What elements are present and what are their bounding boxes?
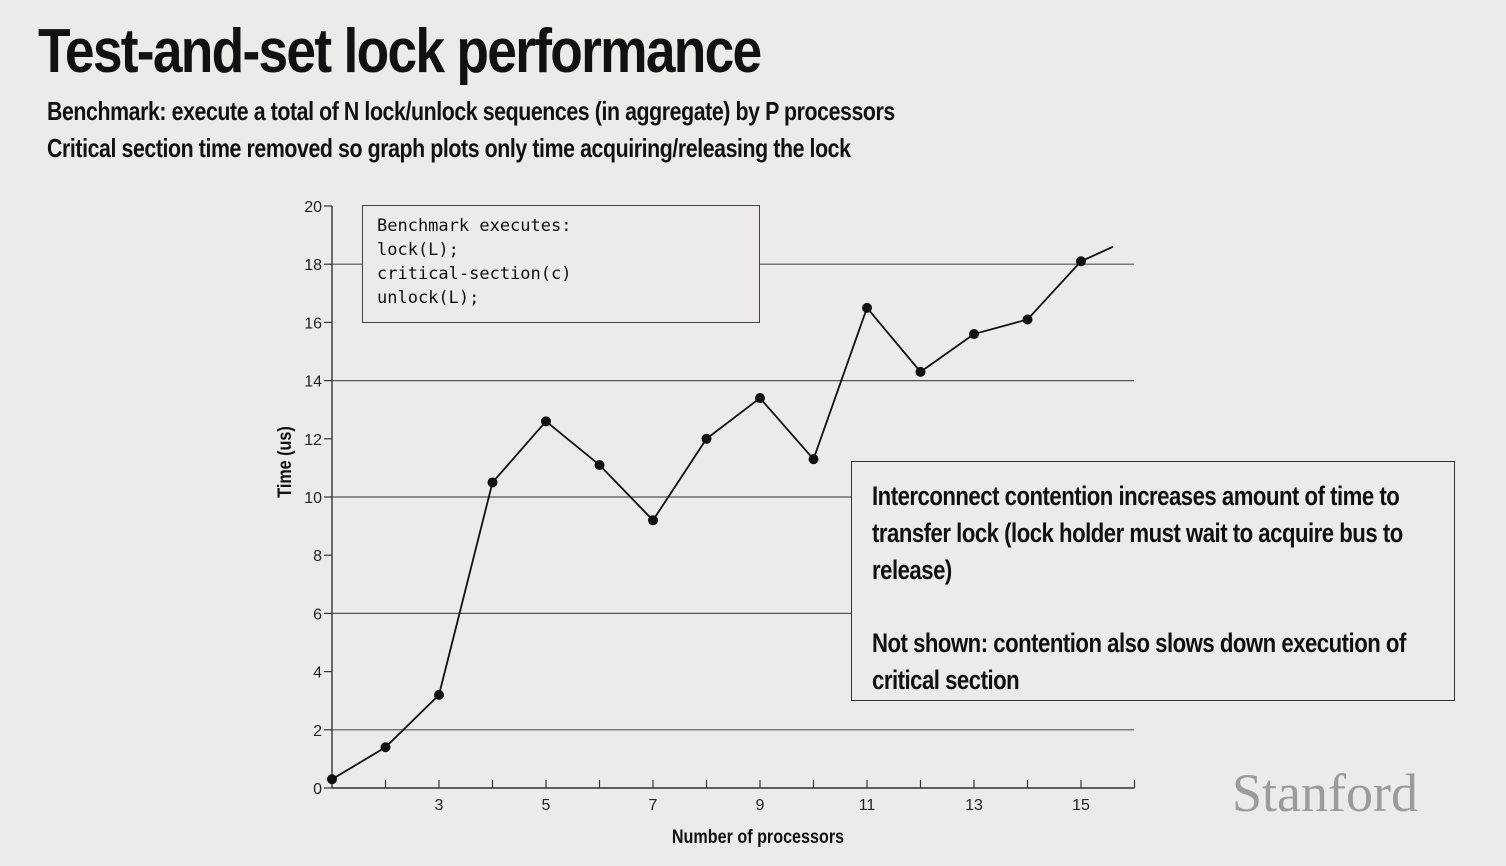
y-tick-label: 4 <box>313 665 322 682</box>
y-tick-label: 14 <box>304 374 322 391</box>
note-paragraph-not-shown: Not shown: contention also slows down ex… <box>872 628 1406 695</box>
code-line: lock(L); <box>377 240 459 260</box>
y-tick-label: 12 <box>304 432 322 449</box>
code-line: Benchmark executes: <box>377 216 572 236</box>
x-tick-label: 7 <box>649 797 658 814</box>
code-line: critical-section(c) <box>377 264 572 284</box>
x-tick-label: 15 <box>1072 797 1090 814</box>
contention-note-box: Interconnect contention increases amount… <box>851 461 1455 701</box>
y-tick-label: 18 <box>304 257 322 274</box>
series-line <box>331 245 1114 781</box>
data-point <box>1022 314 1033 325</box>
benchmark-code-box: Benchmark executes: lock(L); critical-se… <box>362 205 760 323</box>
x-tick-label: 11 <box>859 797 876 814</box>
data-point <box>327 774 337 785</box>
data-point <box>701 433 712 444</box>
x-tick-label: 9 <box>756 797 765 814</box>
note-paragraph-contention: Interconnect contention increases amount… <box>872 481 1403 585</box>
data-point <box>541 416 551 427</box>
data-point <box>380 742 391 753</box>
x-tick-label: 3 <box>435 797 444 814</box>
data-point <box>969 329 979 340</box>
data-point <box>755 393 765 404</box>
data-point <box>487 477 498 488</box>
x-axis-label: Number of processors <box>672 826 844 848</box>
data-point <box>594 459 605 470</box>
data-point <box>915 366 926 377</box>
code-line: unlock(L); <box>377 288 480 308</box>
data-point <box>808 454 819 465</box>
y-tick-label: 16 <box>304 315 322 332</box>
y-tick-label: 8 <box>313 548 322 565</box>
data-point <box>1076 256 1086 267</box>
y-axis-label: Time (us) <box>274 426 296 497</box>
y-tick-label: 2 <box>313 723 322 740</box>
data-point <box>862 302 872 313</box>
data-point <box>648 515 658 526</box>
y-tick-label: 0 <box>313 781 322 798</box>
stanford-logo: Stanford <box>1232 763 1418 823</box>
slide-title: Test-and-set lock performance <box>38 17 762 86</box>
data-point <box>434 689 444 700</box>
x-tick-label: 13 <box>965 797 983 814</box>
y-tick-label: 6 <box>313 606 322 623</box>
y-tick-label: 10 <box>304 490 322 507</box>
slide-subtitle-critical-section: Critical section time removed so graph p… <box>47 133 851 163</box>
slide-subtitle-benchmark: Benchmark: execute a total of N lock/unl… <box>47 96 895 126</box>
y-tick-label: 20 <box>304 199 322 216</box>
x-tick-label: 5 <box>542 797 551 814</box>
